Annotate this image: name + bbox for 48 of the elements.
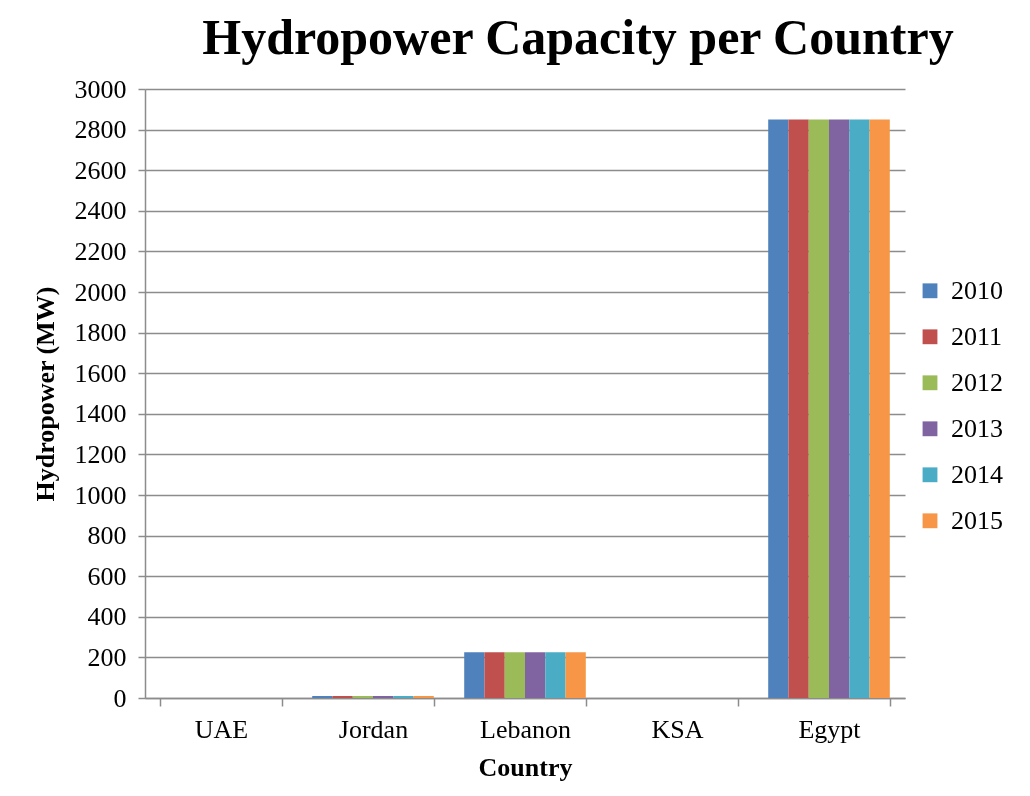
x-tick-label: KSA	[651, 714, 704, 744]
x-tick-label: Lebanon	[480, 714, 571, 744]
x-tick-label: UAE	[194, 714, 249, 744]
legend-label: 2011	[951, 321, 1003, 351]
y-tick-label: 600	[87, 561, 127, 591]
bar	[393, 695, 414, 698]
y-tick-label: 3000	[74, 74, 127, 104]
y-tick-label: 1600	[74, 358, 127, 388]
bar	[352, 695, 373, 698]
x-axis-title: Country	[478, 752, 573, 782]
y-tick-label: 1200	[74, 439, 127, 469]
bar	[545, 652, 566, 698]
legend-label: 2010	[951, 275, 1003, 305]
legend-label: 2012	[951, 367, 1003, 397]
bar	[484, 652, 505, 698]
y-tick-label: 1000	[74, 480, 127, 510]
y-tick-label: 400	[87, 602, 127, 632]
bar	[332, 695, 353, 698]
y-tick-label: 2400	[74, 196, 127, 226]
bar	[808, 119, 829, 698]
bar	[525, 652, 546, 698]
x-tick-label: Jordan	[338, 714, 409, 744]
bar	[565, 652, 586, 698]
bar	[829, 119, 850, 698]
y-tick-label: 1400	[74, 399, 127, 429]
y-tick-label: 2600	[74, 155, 127, 185]
bar	[768, 119, 789, 698]
bar	[464, 652, 485, 698]
chart-title: Hydropower Capacity per Country	[202, 9, 954, 65]
bar	[504, 652, 525, 698]
x-tick-label: Egypt	[798, 714, 862, 744]
legend-label: 2015	[951, 505, 1003, 535]
y-tick-label: 0	[113, 683, 127, 713]
legend-label: 2014	[951, 459, 1003, 489]
y-tick-label: 800	[87, 521, 127, 551]
y-tick-label: 1800	[74, 318, 127, 348]
y-tick-label: 2800	[74, 115, 127, 145]
bar	[312, 695, 333, 698]
bar	[849, 119, 870, 698]
bar	[413, 695, 434, 698]
bar	[373, 695, 394, 698]
bar	[788, 119, 809, 698]
bar	[869, 119, 890, 698]
legend-label: 2013	[951, 413, 1003, 443]
y-tick-label: 200	[87, 642, 127, 672]
y-axis-title: Hydropower (MW)	[30, 286, 60, 502]
y-tick-label: 2000	[74, 277, 127, 307]
y-tick-label: 2200	[74, 236, 127, 266]
